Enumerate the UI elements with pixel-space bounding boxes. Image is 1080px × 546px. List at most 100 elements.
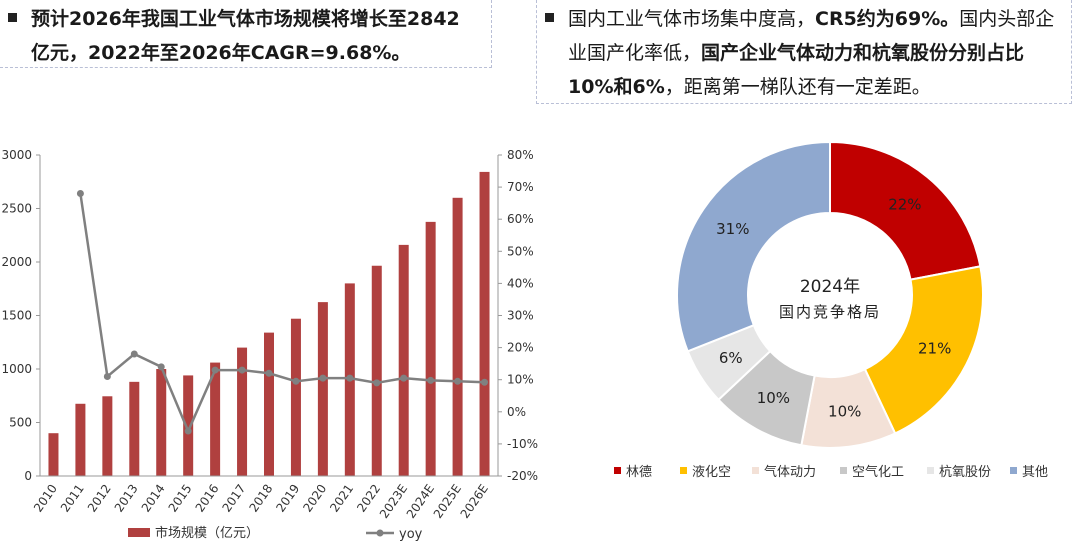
x-tick-label: 2016 [193,482,222,515]
yoy-point [76,190,84,198]
market-size-bar [183,375,194,476]
donut-center-year: 2024年 [800,277,860,297]
market-size-bar [398,244,409,476]
legend-label: 液化空 [692,465,731,480]
yoy-point [103,372,111,380]
legend-swatch [614,467,621,474]
right-tick-label: 60% [507,212,534,226]
right-tick-label: 0% [507,405,526,419]
left-tick-label: 500 [9,416,32,430]
yoy-point [373,379,381,387]
right-tick-label: 80% [507,148,534,162]
donut-center-title: 国内竞争格局 [779,303,881,321]
right-tick-label: 30% [507,309,534,323]
market-size-combo-chart: 0 500 1000 1500 2000 2500 3000 -20% -10% 0% 10% 20%… [1,148,538,542]
legend-label: 林德 [626,465,652,480]
left-tick-label: 0 [24,469,32,483]
market-size-bar [264,332,274,476]
market-size-bar [371,265,382,476]
donut-slice-label: 21% [918,339,951,357]
donut-slice-label: 31% [716,220,749,238]
yoy-point [427,376,435,384]
legend-swatch [680,467,687,474]
left-tick-label: 2000 [1,255,32,269]
market-size-bar [237,347,248,476]
yoy-point [130,350,138,358]
legend-label: 杭氧股份 [939,465,991,480]
yoy-point [481,378,489,386]
yoy-point [211,366,219,374]
market-size-bar [210,362,221,476]
donut-slice-label: 6% [719,349,743,367]
x-tick-label: 2019 [273,482,302,515]
right-callout-line-3: 10%和6%，距离第一梯队还有一定差距。 [568,76,931,98]
right-callout: 国内工业气体市场集中度高，CR5约为69%。国内头部企 业国产化率低，国产企业气… [536,0,1072,104]
yoy-point [319,374,327,382]
donut-slice [676,140,831,353]
x-tick-label: 2017 [220,482,249,515]
legend-bar-label: 市场规模（亿元） [155,525,259,541]
right-callout-line-2: 业国产化率低，国产企业气体动力和杭氧股份分别占比 [568,42,1025,64]
x-tick-label: 2010 [31,482,60,515]
donut-slice [829,140,982,281]
left-tick-label: 1500 [1,309,32,323]
left-tick-label: 3000 [1,148,32,162]
legend-bar-swatch [128,528,150,537]
legend-swatch [752,467,759,474]
yoy-point [184,427,192,435]
right-callout-line-1: 国内工业气体市场集中度高，CR5约为69%。国内头部企 [545,2,1071,36]
right-tick-label: 70% [507,180,534,194]
x-tick-label: 2021 [327,482,356,515]
donut-slice-label: 22% [888,195,921,213]
yoy-point [238,366,246,374]
yoy-point [346,374,354,382]
x-tick-label: 2015 [166,482,195,515]
yoy-point [265,369,273,377]
market-size-bar [317,302,328,476]
yoy-point [292,377,300,385]
right-tick-label: -20% [507,469,538,483]
x-tick-label: 2012 [85,482,114,515]
right-tick-label: -10% [507,437,538,451]
market-size-bar [75,403,86,476]
legend-line-marker [376,529,384,537]
market-size-bar [102,396,113,476]
x-tick-label: 2014 [139,482,168,515]
yoy-point [400,374,408,382]
yoy-line [79,193,485,435]
competition-donut-chart: 22% 21% 10% 10% 6% 31% 2024年 国内竞争格局 林德 液化空 气体动力… [614,140,1048,480]
market-size-bar [479,171,490,476]
x-tick-label: 2013 [112,482,141,515]
right-tick-label: 20% [507,341,534,355]
left-callout-line-1: 预计2026年我国工业气体市场规模将增长至2842 [8,2,491,36]
x-tick-label: 2020 [300,482,329,515]
left-tick-label: 1000 [1,362,32,376]
market-size-bar [156,369,167,476]
legend-swatch [1010,467,1017,474]
legend-label: 空气化工 [852,464,904,480]
donut-slice-label: 10% [828,403,861,421]
left-callout: 预计2026年我国工业气体市场规模将增长至2842 亿元，2022年至2026年… [0,0,492,68]
market-size-bar [425,221,436,476]
bullet-icon [8,13,17,22]
left-tick-label: 2500 [1,202,32,216]
market-size-bar [290,318,301,476]
right-tick-label: 50% [507,244,534,258]
yoy-point [157,363,165,371]
donut-slice-label: 10% [757,389,790,407]
legend-line-label: yoy [399,527,423,542]
yoy-point [454,377,462,385]
right-tick-label: 10% [507,373,534,387]
x-tick-label: 2011 [58,482,87,515]
bullet-icon [545,13,554,22]
market-size-bar [129,381,140,476]
left-callout-line-2: 亿元，2022年至2026年CAGR=9.68%。 [31,42,411,64]
x-tick-label: 2026E [458,482,491,521]
legend-label: 气体动力 [764,464,816,480]
donut-slice [863,265,984,435]
market-size-bar [452,197,463,477]
x-tick-label: 2018 [246,482,275,515]
legend-swatch [927,467,934,474]
market-size-bar [48,433,59,476]
right-tick-label: 40% [507,276,534,290]
